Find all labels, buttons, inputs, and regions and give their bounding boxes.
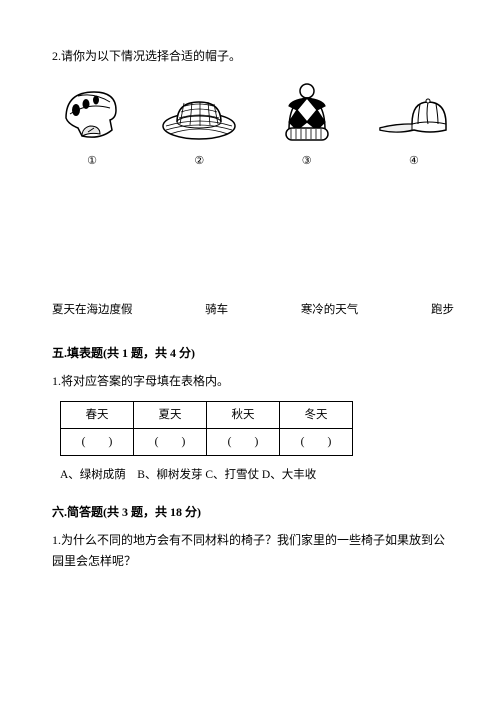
blank-winter[interactable]: ( ) bbox=[280, 429, 353, 456]
label-4: ④ bbox=[374, 152, 454, 171]
table-row: 春天 夏天 秋天 冬天 bbox=[61, 402, 353, 429]
situation-beach: 夏天在海边度假 bbox=[52, 301, 133, 321]
bike-helmet-icon bbox=[60, 84, 124, 144]
situation-row: 夏天在海边度假 骑车 寒冷的天气 跑步 bbox=[52, 301, 454, 321]
section-5-title: 五.填表题(共 1 题，共 4 分) bbox=[52, 343, 454, 363]
hat-option-2[interactable] bbox=[159, 94, 239, 144]
label-2: ② bbox=[159, 152, 239, 171]
winter-hat-icon bbox=[279, 82, 335, 144]
section-6-title: 六.简答题(共 3 题，共 18 分) bbox=[52, 502, 454, 522]
worksheet-page: 2.请你为以下情况选择合适的帽子。 bbox=[0, 0, 500, 707]
hat-option-1[interactable] bbox=[52, 84, 132, 144]
section-5-options: A、绿树成荫 B、柳树发芽 C、打雪仗 D、大丰收 bbox=[60, 466, 454, 486]
label-1: ① bbox=[52, 152, 132, 171]
blank-spring[interactable]: ( ) bbox=[61, 429, 134, 456]
hat-number-row: ① ② ③ ④ bbox=[52, 152, 454, 171]
cap-icon bbox=[378, 94, 450, 144]
header-summer: 夏天 bbox=[134, 402, 207, 429]
hat-option-3[interactable] bbox=[267, 82, 347, 144]
header-autumn: 秋天 bbox=[207, 402, 280, 429]
situation-cold: 寒冷的天气 bbox=[301, 301, 359, 321]
section-5-q1: 1.将对应答案的字母填在表格内。 bbox=[52, 371, 454, 391]
straw-hat-icon bbox=[160, 94, 238, 144]
label-3: ③ bbox=[267, 152, 347, 171]
table-row: ( ) ( ) ( ) ( ) bbox=[61, 429, 353, 456]
situation-running: 跑步 bbox=[431, 301, 454, 321]
header-winter: 冬天 bbox=[280, 402, 353, 429]
section-6-q1: 1.为什么不同的地方会有不同材料的椅子？我们家里的一些椅子如果放到公园里会怎样呢… bbox=[52, 530, 454, 571]
season-table: 春天 夏天 秋天 冬天 ( ) ( ) ( ) ( ) bbox=[60, 401, 353, 456]
header-spring: 春天 bbox=[61, 402, 134, 429]
situation-biking: 骑车 bbox=[205, 301, 228, 321]
blank-summer[interactable]: ( ) bbox=[134, 429, 207, 456]
blank-autumn[interactable]: ( ) bbox=[207, 429, 280, 456]
hat-option-4[interactable] bbox=[374, 94, 454, 144]
hat-options-row bbox=[52, 82, 454, 144]
question-2-text: 2.请你为以下情况选择合适的帽子。 bbox=[52, 46, 454, 66]
